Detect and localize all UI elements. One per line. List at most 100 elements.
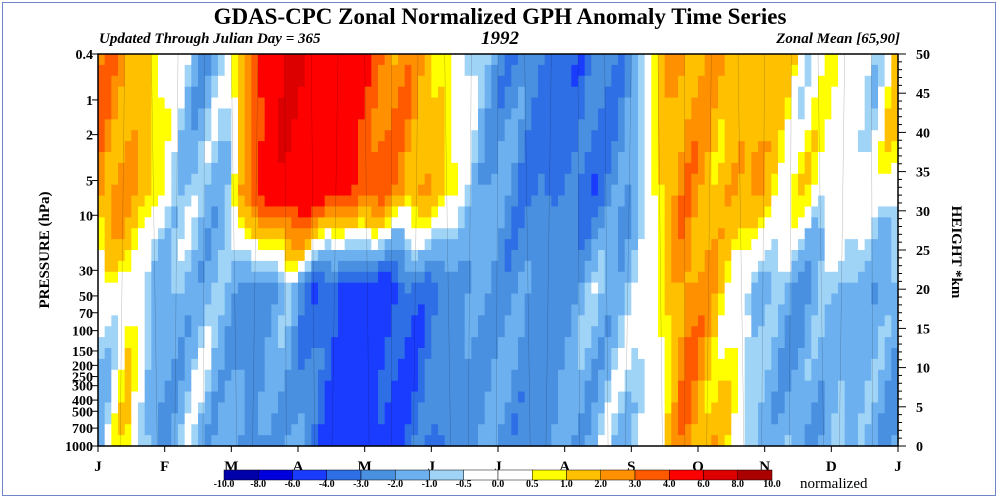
heat-cell <box>871 86 879 99</box>
heat-cell <box>131 391 139 404</box>
heat-cell <box>218 358 226 371</box>
heat-cell <box>798 260 806 273</box>
heat-cell <box>698 282 706 295</box>
heat-cell <box>124 315 132 327</box>
heat-cell <box>878 54 886 66</box>
heat-cell <box>364 369 372 382</box>
heat-cell <box>624 86 632 99</box>
heat-cell <box>511 162 519 175</box>
heat-cell <box>411 304 419 316</box>
heat-cell <box>871 108 879 120</box>
heat-cell <box>231 239 239 251</box>
heat-cell <box>171 195 179 208</box>
heat-cell <box>284 206 292 218</box>
heat-cell <box>558 369 566 382</box>
heat-cell <box>124 152 132 164</box>
heat-cell <box>164 250 172 262</box>
heat-cell <box>391 152 399 164</box>
heat-cell <box>451 64 459 77</box>
heat-cell <box>111 184 119 197</box>
heat-cell <box>344 195 352 208</box>
heat-cell <box>491 64 499 77</box>
heat-cell <box>631 75 639 88</box>
heat-cell <box>784 402 792 414</box>
heat-cell <box>791 119 799 131</box>
heat-cell <box>831 391 839 404</box>
heat-cell <box>678 358 686 371</box>
heat-cell <box>518 380 526 393</box>
heat-cell <box>884 130 892 142</box>
heat-cell <box>111 271 119 284</box>
heat-cell <box>498 130 506 142</box>
heat-cell <box>264 369 272 382</box>
heat-cell <box>171 348 179 360</box>
heat-cell <box>264 184 272 197</box>
heat-cell <box>371 271 379 284</box>
heat-cell <box>278 184 286 197</box>
heat-cell <box>758 206 766 218</box>
heat-cell <box>858 141 866 153</box>
heat-cell <box>638 260 646 273</box>
heat-cell <box>311 75 319 88</box>
heat-cell <box>778 86 786 99</box>
heat-cell <box>318 369 326 382</box>
heat-cell <box>364 326 372 338</box>
heat-cell <box>691 369 699 382</box>
heat-cell <box>124 304 132 316</box>
heat-cell <box>664 141 672 153</box>
heat-cell <box>891 435 899 447</box>
heat-cell <box>171 108 179 120</box>
heat-cell <box>264 293 272 306</box>
heat-cell <box>411 239 419 251</box>
heat-cell <box>104 358 112 371</box>
heat-cell <box>451 97 459 110</box>
heat-cell <box>578 64 586 77</box>
heat-cell <box>184 402 192 414</box>
month-tick-label: N <box>759 459 770 475</box>
heat-cell <box>798 141 806 153</box>
heat-cell <box>318 337 326 349</box>
heat-cell <box>851 54 859 66</box>
heat-cell <box>198 435 206 447</box>
heat-cell <box>104 239 112 251</box>
heat-cell <box>558 206 566 218</box>
heat-cell <box>611 130 619 142</box>
heat-cell <box>698 108 706 120</box>
heat-cell <box>718 173 726 186</box>
heat-cell <box>338 380 346 393</box>
heat-cell <box>464 228 472 240</box>
heat-cell <box>104 271 112 284</box>
heat-cell <box>771 152 779 164</box>
heat-cell <box>431 54 439 66</box>
heat-cell <box>444 86 452 99</box>
heat-cell <box>538 173 546 186</box>
heat-cell <box>344 86 352 99</box>
heat-cell <box>184 304 192 316</box>
heat-cell <box>258 217 266 229</box>
heat-cell <box>731 195 739 208</box>
heat-cell <box>551 348 559 360</box>
heat-cell <box>384 358 392 371</box>
heat-cell <box>291 435 299 447</box>
heat-cell <box>564 184 572 197</box>
heat-cell <box>584 217 592 229</box>
heat-cell <box>238 315 246 327</box>
heat-cell <box>438 75 446 88</box>
heat-cell <box>204 119 212 131</box>
heat-cell <box>851 173 859 186</box>
heat-cell <box>518 86 526 99</box>
heat-cell <box>158 75 166 88</box>
heat-cell <box>204 337 212 349</box>
heat-cell <box>504 75 512 88</box>
heat-cell <box>291 358 299 371</box>
heat-cell <box>851 239 859 251</box>
heat-cell <box>244 369 252 382</box>
heat-cell <box>364 217 372 229</box>
heat-cell <box>458 348 466 360</box>
heat-cell <box>564 413 572 425</box>
heat-cell <box>284 402 292 414</box>
heat-cell <box>351 271 359 284</box>
heat-cell <box>464 162 472 175</box>
heat-cell <box>444 195 452 208</box>
heat-cell <box>624 380 632 393</box>
